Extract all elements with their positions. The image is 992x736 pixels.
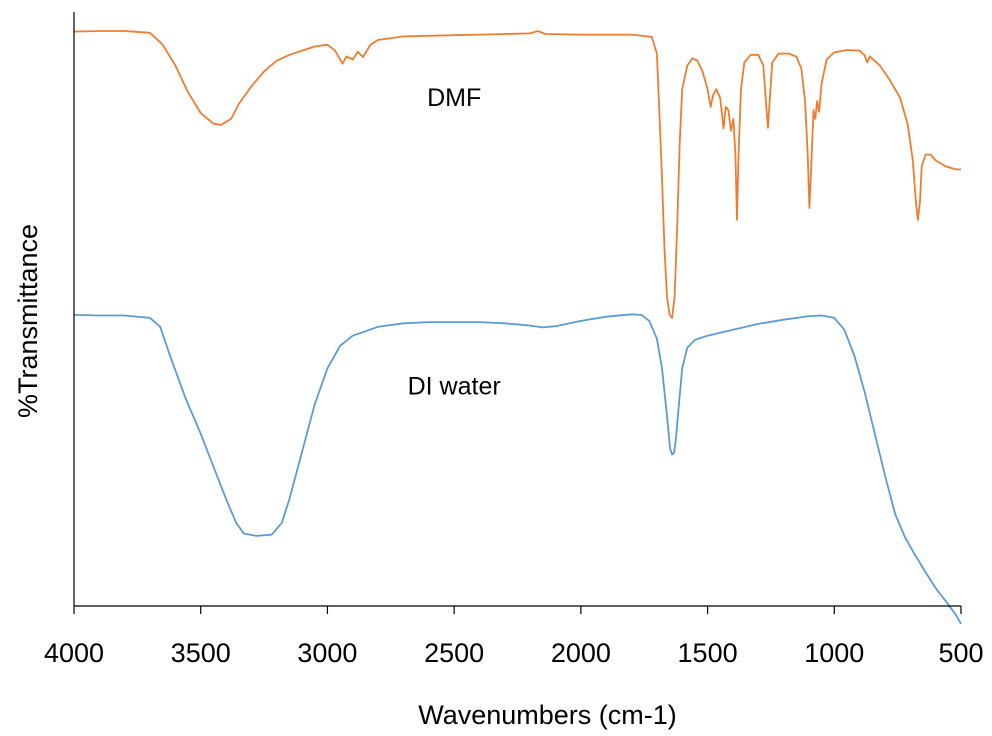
series-line-dmf <box>73 30 961 319</box>
x-tick-label: 2000 <box>551 638 611 668</box>
x-ticks: 4000 3500 3000 2500 2000 1500 1000 500 <box>44 606 984 668</box>
x-tick-label: 3500 <box>171 638 231 668</box>
annotations: DMF DI water <box>408 84 501 401</box>
y-axis-label: %Transmittance <box>13 224 43 418</box>
x-tick-label: 1000 <box>804 638 864 668</box>
x-axis-label: Wavenumbers (cm-1) <box>418 700 677 730</box>
series-line-di-water <box>73 313 962 625</box>
plot-area <box>73 30 962 625</box>
series-label: DMF <box>427 84 481 112</box>
x-tick-label: 4000 <box>44 638 104 668</box>
x-tick-label: 3000 <box>297 638 357 668</box>
x-tick-label: 2500 <box>424 638 484 668</box>
x-tick-label: 1500 <box>678 638 738 668</box>
x-tick-label: 500 <box>938 638 983 668</box>
series-label: DI water <box>408 373 501 401</box>
